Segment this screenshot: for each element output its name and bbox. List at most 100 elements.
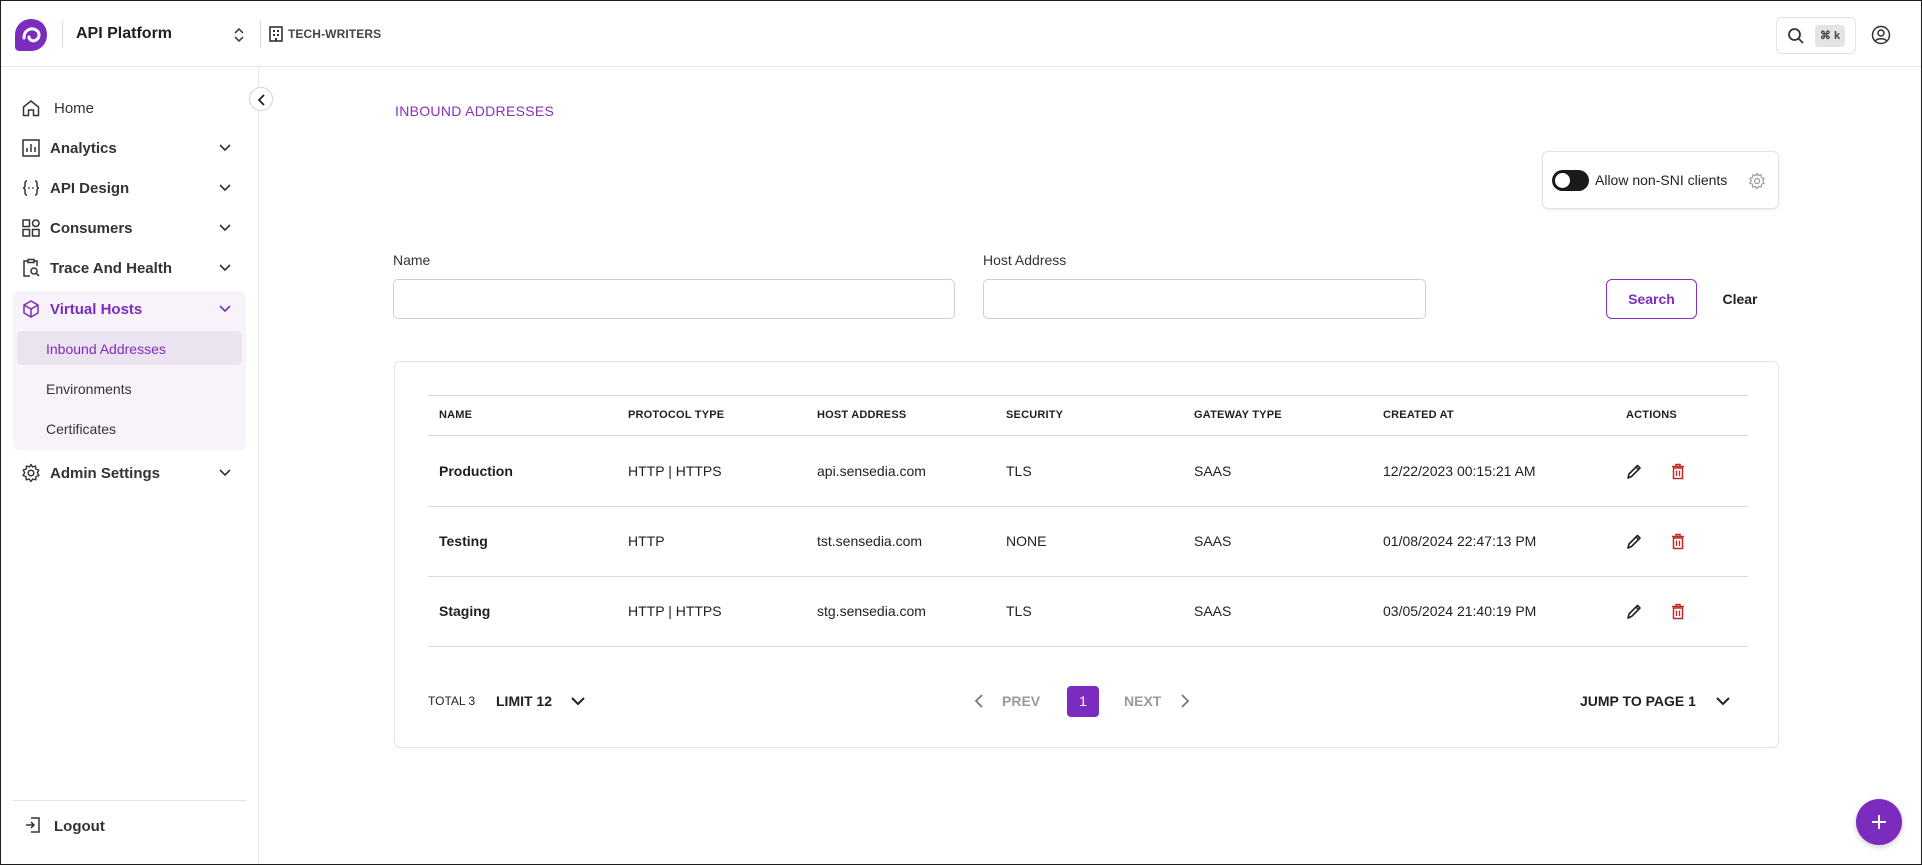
sidebar-item-label: Virtual Hosts [50,301,143,318]
cell-host-address: api.sensedia.com [817,463,926,479]
table-row[interactable]: Production HTTP | HTTPS api.sensedia.com… [428,437,1748,507]
clipboard-search-icon [23,258,40,277]
edit-pencil-icon[interactable] [1626,603,1642,620]
sidebar-item-api-design[interactable]: API Design [13,170,244,206]
jump-to-page-select[interactable]: JUMP TO PAGE 1 [1580,693,1696,709]
sidebar-subitem-certificates[interactable]: Certificates [17,411,242,445]
prev-page-button[interactable]: PREV [1002,693,1041,709]
host-address-input[interactable] [983,279,1426,319]
virtual-hosts-group: Virtual Hosts Inbound Addresses Environm… [13,291,246,450]
sidebar-item-home[interactable]: Home [13,90,244,126]
cell-security: NONE [1006,533,1047,549]
clear-button[interactable]: Clear [1711,279,1769,319]
keyboard-shortcut: ⌘ k [1815,25,1845,47]
chevron-left-icon [257,94,265,106]
edit-pencil-icon[interactable] [1626,533,1642,550]
chevron-down-icon [219,469,231,477]
top-bar: API Platform TECH-WRITERS ⌘ k [1,1,1921,67]
column-header-created-at: CREATED AT [1383,409,1454,421]
global-search-button[interactable]: ⌘ k [1776,17,1856,54]
search-button[interactable]: Search [1606,279,1697,319]
sni-settings-card: Allow non-SNI clients [1542,151,1779,209]
name-input[interactable] [393,279,955,319]
sidebar-item-label: Trace And Health [50,260,172,277]
add-inbound-address-button[interactable] [1856,799,1902,845]
delete-trash-icon[interactable] [1670,533,1686,550]
sidebar-item-label: Consumers [50,220,133,237]
table-row[interactable]: Testing HTTP tst.sensedia.com NONE SAAS … [428,507,1748,577]
brand-logo-icon[interactable] [14,18,48,52]
sidebar-item-trace-and-health[interactable]: Trace And Health [13,250,244,286]
next-page-button[interactable]: NEXT [1124,693,1162,709]
cell-gateway-type: SAAS [1194,533,1232,549]
sidebar-item-consumers[interactable]: Consumers [13,210,244,246]
host-address-field-label: Host Address [983,252,1067,268]
gear-icon [22,463,40,483]
sidebar-collapse-button[interactable] [249,87,273,111]
cell-host-address: stg.sensedia.com [817,603,926,619]
cell-security: TLS [1006,463,1032,479]
column-header-actions: ACTIONS [1626,409,1677,421]
logout-icon [26,817,40,833]
page-number-current[interactable]: 1 [1067,686,1099,717]
chevron-up-down-icon[interactable] [231,25,247,45]
chevron-down-icon [219,224,231,232]
sidebar-item-label: Home [54,100,95,117]
organization-name[interactable]: TECH-WRITERS [288,27,382,41]
delete-trash-icon[interactable] [1670,603,1686,620]
plus-icon [1872,815,1886,829]
sidebar-item-analytics[interactable]: Analytics [13,130,244,166]
sidebar: Home Analytics API Design [1,67,259,864]
divider [62,21,63,47]
app-name: API Platform [76,25,173,42]
cell-gateway-type: SAAS [1194,603,1232,619]
building-icon [269,26,283,42]
code-braces-icon [22,180,40,196]
cell-security: TLS [1006,603,1032,619]
cell-created-at: 12/22/2023 00:15:21 AM [1383,463,1536,479]
delete-trash-icon[interactable] [1670,463,1686,480]
chevron-down-icon [219,144,231,152]
cell-gateway-type: SAAS [1194,463,1232,479]
sidebar-item-admin-settings[interactable]: Admin Settings [13,455,244,491]
gear-icon[interactable] [1748,172,1766,190]
home-icon [22,100,40,117]
column-header-name: NAME [439,409,473,421]
cell-protocol-type: HTTP [628,533,665,549]
grid-shapes-icon [22,219,40,237]
edit-pencil-icon[interactable] [1626,463,1642,480]
sidebar-subitem-label: Environments [46,381,132,397]
table-row[interactable]: Staging HTTP | HTTPS stg.sensedia.com TL… [428,577,1748,647]
divider [13,800,246,801]
cell-protocol-type: HTTP | HTTPS [628,463,722,479]
allow-non-sni-label: Allow non-SNI clients [1595,172,1728,188]
sidebar-item-label: API Design [50,180,130,197]
sidebar-subitem-inbound-addresses[interactable]: Inbound Addresses [17,331,242,365]
allow-non-sni-toggle[interactable] [1552,170,1589,191]
cell-created-at: 03/05/2024 21:40:19 PM [1383,603,1537,619]
logout-button[interactable]: Logout [13,807,246,843]
chevron-down-icon[interactable] [1715,695,1731,707]
chevron-down-icon[interactable] [570,695,586,707]
cell-created-at: 01/08/2024 22:47:13 PM [1383,533,1537,549]
chevron-right-icon[interactable] [1179,693,1191,709]
sidebar-item-virtual-hosts[interactable]: Virtual Hosts [13,291,244,327]
cell-host-address: tst.sensedia.com [817,533,923,549]
divider [260,21,261,47]
column-header-protocol-type: PROTOCOL TYPE [628,409,725,421]
chart-icon [22,139,40,157]
chevron-left-icon[interactable] [973,693,985,709]
inbound-addresses-table: NAME PROTOCOL TYPE HOST ADDRESS SECURITY… [394,361,1779,748]
page-title: INBOUND ADDRESSES [395,103,555,119]
limit-select[interactable]: LIMIT 12 [496,693,553,709]
table-header: NAME PROTOCOL TYPE HOST ADDRESS SECURITY… [428,395,1748,436]
column-header-gateway-type: GATEWAY TYPE [1194,409,1282,421]
sidebar-item-label: Analytics [50,140,117,157]
logout-label: Logout [54,818,105,835]
sidebar-item-label: Admin Settings [50,465,161,482]
user-account-icon[interactable] [1871,25,1891,45]
sidebar-subitem-environments[interactable]: Environments [17,371,242,405]
chevron-down-icon [219,184,231,192]
cell-name: Production [439,463,513,479]
